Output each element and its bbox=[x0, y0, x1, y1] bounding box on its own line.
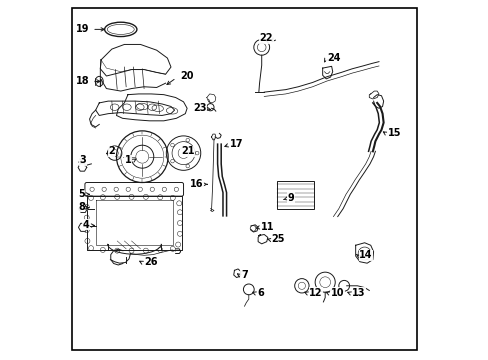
Text: 12: 12 bbox=[308, 288, 322, 298]
Text: 5: 5 bbox=[78, 189, 85, 199]
Text: 1: 1 bbox=[124, 155, 131, 165]
Text: 4: 4 bbox=[82, 220, 89, 230]
Text: 20: 20 bbox=[180, 71, 193, 81]
Text: 8: 8 bbox=[78, 202, 85, 212]
Text: 25: 25 bbox=[271, 234, 285, 244]
Text: 18: 18 bbox=[76, 76, 89, 86]
Text: 2: 2 bbox=[108, 146, 115, 156]
Text: 19: 19 bbox=[76, 24, 89, 35]
Text: 24: 24 bbox=[326, 53, 340, 63]
Text: 26: 26 bbox=[144, 257, 157, 267]
Text: 17: 17 bbox=[230, 139, 243, 149]
Text: 3: 3 bbox=[80, 155, 86, 165]
Text: 15: 15 bbox=[387, 129, 401, 138]
Text: 10: 10 bbox=[330, 288, 344, 298]
Text: 16: 16 bbox=[189, 179, 203, 189]
Text: 11: 11 bbox=[260, 222, 274, 231]
Text: 9: 9 bbox=[287, 193, 294, 203]
Text: 23: 23 bbox=[193, 103, 206, 113]
Text: 6: 6 bbox=[257, 288, 263, 298]
Text: 13: 13 bbox=[351, 288, 365, 298]
Text: 7: 7 bbox=[241, 270, 247, 280]
Text: 22: 22 bbox=[259, 33, 273, 43]
Polygon shape bbox=[78, 223, 88, 231]
Polygon shape bbox=[79, 205, 87, 212]
Text: 14: 14 bbox=[359, 250, 372, 260]
Bar bbox=[276, 181, 314, 210]
Text: 21: 21 bbox=[181, 146, 194, 156]
